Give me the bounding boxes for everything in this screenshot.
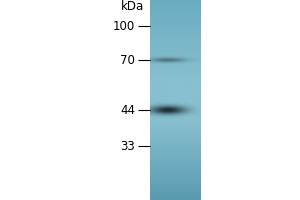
Text: kDa: kDa (121, 0, 144, 12)
Text: 44: 44 (120, 104, 135, 116)
Text: 33: 33 (120, 140, 135, 152)
Text: 70: 70 (120, 53, 135, 66)
Text: 100: 100 (113, 20, 135, 32)
